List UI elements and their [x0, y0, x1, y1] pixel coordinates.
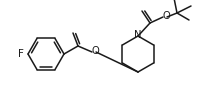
Text: O: O — [92, 46, 99, 56]
Text: O: O — [163, 11, 170, 21]
Text: N: N — [134, 30, 142, 40]
Text: F: F — [18, 49, 24, 59]
